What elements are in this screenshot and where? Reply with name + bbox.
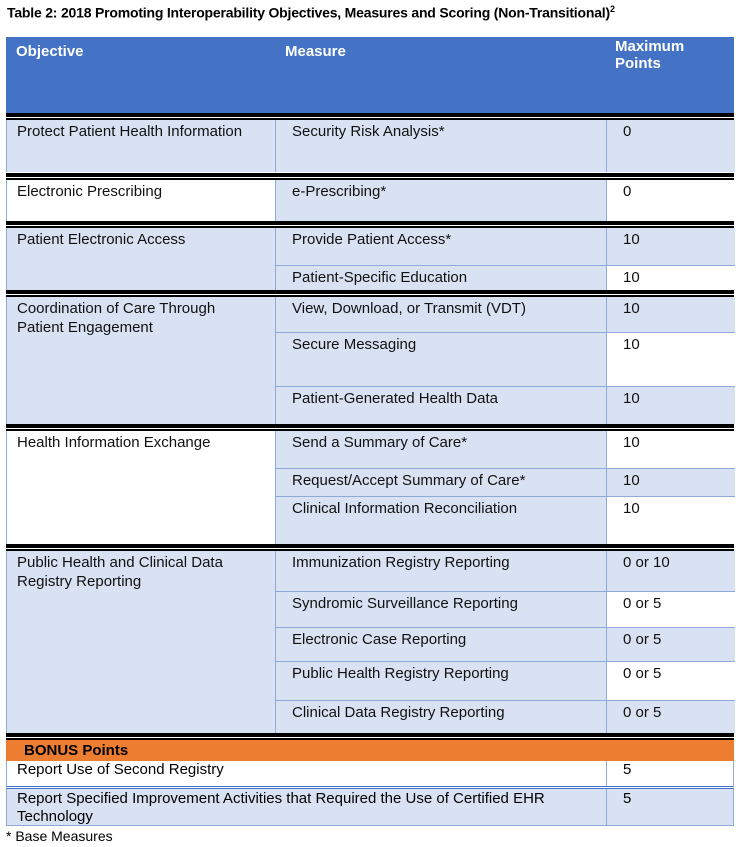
measure-cell: Patient-Generated Health Data bbox=[276, 387, 607, 424]
objective-group: Coordination of Care Through Patient Eng… bbox=[6, 297, 735, 424]
header-objective: Objective bbox=[16, 43, 84, 60]
points-cell: 0 or 5 bbox=[607, 628, 735, 662]
measure-cell: Secure Messaging bbox=[276, 333, 607, 387]
bonus-points: 5 bbox=[623, 790, 632, 807]
points-cell: 10 bbox=[607, 431, 735, 469]
measure-cell: Clinical Data Registry Reporting bbox=[276, 701, 607, 733]
objective-group: Protect Patient Health Information Securi… bbox=[6, 120, 735, 172]
points-cell: 10 bbox=[607, 333, 735, 387]
measure-cell: Request/Accept Summary of Care* bbox=[276, 469, 607, 497]
bonus-row: Report Use of Second Registry 5 bbox=[6, 761, 734, 789]
objective-group: Patient Electronic Access Provide Patient… bbox=[6, 228, 735, 291]
objective-cell: Health Information Exchange bbox=[7, 431, 276, 544]
objective-cell: Coordination of Care Through Patient Eng… bbox=[7, 297, 276, 424]
points-cell: 10 bbox=[607, 297, 735, 333]
objective-group: Electronic Prescribing e-Prescribing* 0 bbox=[6, 180, 735, 221]
measure-cell: Provide Patient Access* bbox=[276, 228, 607, 266]
objective-group: Public Health and Clinical Data Registry… bbox=[6, 551, 735, 733]
points-cell: 0 or 5 bbox=[607, 662, 735, 701]
objective-cell: Protect Patient Health Information bbox=[7, 120, 276, 172]
bonus-measure: Report Use of Second Registry bbox=[7, 761, 607, 786]
objective-cell: Public Health and Clinical Data Registry… bbox=[7, 551, 276, 733]
header-measure: Measure bbox=[285, 43, 346, 60]
bonus-measure: Report Specified Improvement Activities … bbox=[7, 789, 607, 826]
points-cell: 0 bbox=[607, 180, 735, 221]
objective-cell: Electronic Prescribing bbox=[7, 180, 276, 221]
table-title: Table 2: 2018 Promoting Interoperability… bbox=[7, 4, 615, 21]
points-cell: 10 bbox=[607, 228, 735, 266]
points-cell: 0 or 5 bbox=[607, 592, 735, 628]
section-divider bbox=[6, 733, 734, 740]
section-divider bbox=[6, 113, 734, 120]
points-cell: 10 bbox=[607, 497, 735, 544]
section-divider bbox=[6, 290, 734, 297]
measure-cell: Patient-Specific Education bbox=[276, 266, 607, 291]
points-cell: 10 bbox=[607, 266, 735, 291]
section-divider bbox=[6, 544, 734, 551]
points-cell: 0 or 5 bbox=[607, 701, 735, 733]
measure-cell: Send a Summary of Care* bbox=[276, 431, 607, 469]
measure-cell: Clinical Information Reconciliation bbox=[276, 497, 607, 544]
footnote-ref: 2 bbox=[609, 4, 615, 14]
section-divider bbox=[6, 173, 734, 180]
objective-group: Health Information Exchange Send a Summar… bbox=[6, 431, 735, 544]
bonus-row: Report Specified Improvement Activities … bbox=[6, 789, 734, 826]
title-text: Table 2: 2018 Promoting Interoperability… bbox=[7, 4, 610, 21]
measure-cell: Syndromic Surveillance Reporting bbox=[276, 592, 607, 628]
objective-cell: Patient Electronic Access bbox=[7, 228, 276, 291]
table-header: Objective Measure Maximum Points bbox=[6, 37, 734, 113]
measure-cell: e-Prescribing* bbox=[276, 180, 607, 221]
footnote: * Base Measures bbox=[6, 828, 113, 844]
header-points: Maximum Points bbox=[615, 38, 685, 72]
bonus-header: BONUS Points bbox=[6, 740, 734, 761]
points-cell: 10 bbox=[607, 469, 735, 497]
measure-cell: Public Health Registry Reporting bbox=[276, 662, 607, 701]
section-divider bbox=[6, 221, 734, 228]
section-divider bbox=[6, 424, 734, 431]
measure-cell: View, Download, or Transmit (VDT) bbox=[276, 297, 607, 333]
bonus-points: 5 bbox=[623, 761, 632, 778]
points-cell: 0 bbox=[607, 120, 735, 172]
measure-cell: Immunization Registry Reporting bbox=[276, 551, 607, 592]
points-cell: 0 or 10 bbox=[607, 551, 735, 592]
measure-cell: Security Risk Analysis* bbox=[276, 120, 607, 172]
points-cell: 10 bbox=[607, 387, 735, 424]
measure-cell: Electronic Case Reporting bbox=[276, 628, 607, 662]
